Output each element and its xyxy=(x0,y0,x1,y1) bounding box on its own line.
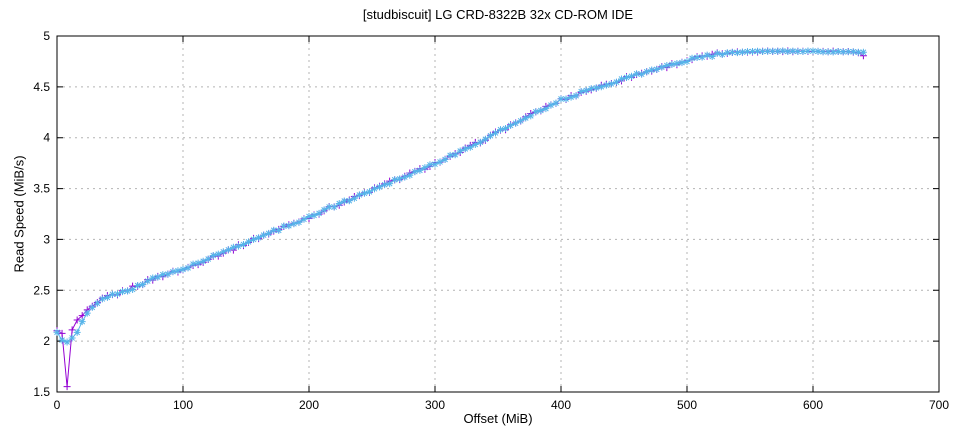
y-tick-label: 5 xyxy=(43,29,50,43)
y-tick-label: 3.5 xyxy=(33,182,50,196)
x-tick-label: 100 xyxy=(173,398,193,412)
y-tick-label: 4 xyxy=(43,131,50,145)
x-tick-label: 700 xyxy=(929,398,949,412)
series-line-read-pass-1 xyxy=(56,50,864,387)
y-tick-label: 2 xyxy=(43,334,50,348)
axis-ticks xyxy=(56,35,940,393)
x-tick-label: 300 xyxy=(425,398,445,412)
x-tick-label: 600 xyxy=(803,398,823,412)
x-tick-label: 0 xyxy=(54,398,61,412)
grid-lines xyxy=(57,36,939,392)
plot-border xyxy=(56,35,940,393)
x-tick-label: 400 xyxy=(551,398,571,412)
series-line-read-pass-2 xyxy=(56,50,864,343)
chart-title: [studbiscuit] LG CRD-8322B 32x CD-ROM ID… xyxy=(362,7,634,22)
x-tick-label: 200 xyxy=(299,398,319,412)
x-axis-label: Offset (MiB) xyxy=(463,411,533,426)
y-axis-label: Read Speed (MiB/s) xyxy=(11,155,27,273)
y-tick-label: 2.5 xyxy=(33,283,50,297)
series-markers-read-pass-1 xyxy=(53,47,867,391)
y-tick-label: 4.5 xyxy=(33,80,50,94)
y-tick-label: 3 xyxy=(43,232,50,246)
series-markers-read-pass-2 xyxy=(53,47,867,346)
y-tick-label: 1.5 xyxy=(33,385,50,399)
x-tick-label: 500 xyxy=(677,398,697,412)
